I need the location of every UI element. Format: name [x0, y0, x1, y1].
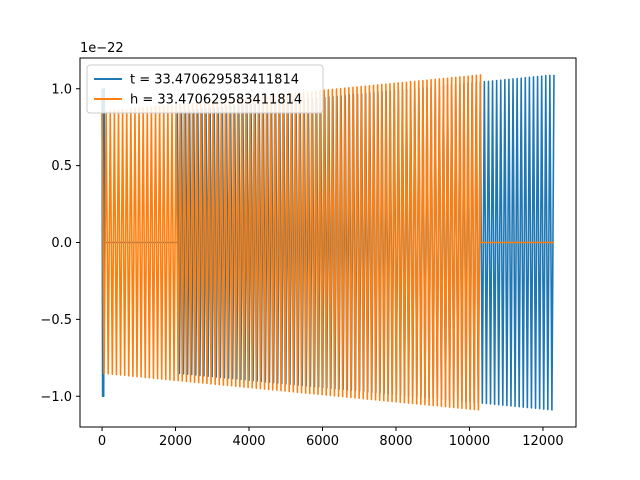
- x-axis: 0 2000 4000 6000 8000 10000 12000: [98, 427, 564, 449]
- series-layer: [101, 74, 555, 411]
- legend-box: [86, 64, 324, 114]
- y-offset-text: 1e−22: [80, 41, 124, 56]
- x-tick-label: 8000: [379, 434, 412, 449]
- y-tick-label: 0.0: [51, 236, 72, 251]
- y-tick-label: −0.5: [40, 313, 72, 328]
- x-tick-label: 0: [98, 434, 106, 449]
- x-tick-label: 10000: [449, 434, 490, 449]
- x-tick-label: 2000: [159, 434, 192, 449]
- series-line-2: [101, 74, 554, 411]
- y-tick-label: −1.0: [40, 390, 72, 405]
- x-tick-label: 12000: [522, 434, 563, 449]
- legend-label-1: t = 33.470629583411814: [130, 73, 299, 88]
- y-tick-label: 1.0: [51, 82, 72, 97]
- y-tick-label: 0.5: [51, 159, 72, 174]
- y-axis: −1.0 −0.5 0.0 0.5 1.0: [40, 82, 80, 405]
- x-tick-label: 4000: [232, 434, 265, 449]
- legend: t = 33.470629583411814 h = 33.47062958341…: [86, 64, 324, 114]
- x-tick-label: 6000: [306, 434, 339, 449]
- legend-label-2: h = 33.470629583411814: [130, 93, 302, 108]
